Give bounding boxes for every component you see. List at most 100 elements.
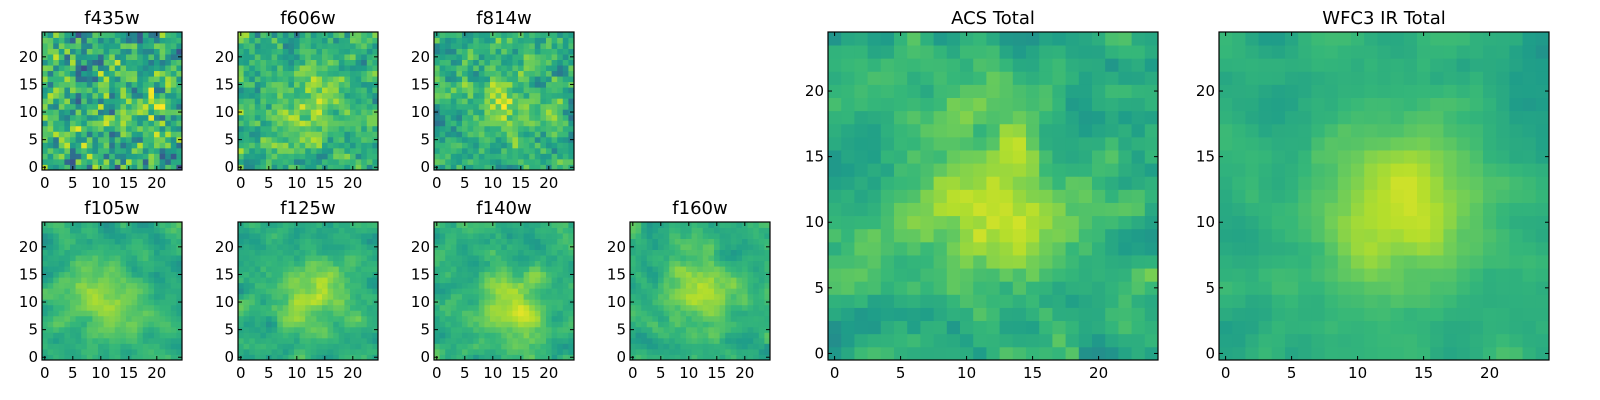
heatmap-cell	[439, 315, 446, 322]
heatmap-cell	[501, 227, 508, 234]
heatmap-cell	[1118, 333, 1132, 348]
heatmap-cell	[546, 147, 552, 154]
heatmap-cell	[467, 103, 474, 110]
heatmap-cell	[98, 348, 104, 355]
heatmap-cell	[260, 227, 267, 234]
heatmap-cell	[350, 282, 356, 289]
heatmap-cell	[98, 114, 104, 121]
heatmap-cell	[534, 164, 541, 171]
heatmap-cell	[658, 271, 664, 278]
heatmap-cell	[282, 120, 289, 127]
heatmap-cell	[697, 255, 704, 262]
heatmap-cell	[42, 266, 48, 273]
heatmap-cell	[630, 288, 636, 295]
heatmap-cell	[114, 244, 121, 250]
heatmap-cell	[540, 59, 547, 66]
heatmap-cell	[75, 153, 82, 160]
heatmap-cell	[53, 158, 60, 165]
heatmap-cell	[47, 310, 54, 317]
heatmap-cell	[686, 238, 692, 245]
heatmap-cell	[445, 244, 452, 250]
heatmap-cell	[271, 43, 278, 49]
heatmap-cell	[450, 354, 457, 361]
heatmap-cell	[445, 321, 452, 328]
heatmap-cell	[828, 333, 842, 348]
heatmap-cell	[254, 321, 261, 328]
heatmap-cell	[350, 92, 356, 99]
heatmap-cell	[973, 215, 987, 230]
heatmap-cell	[434, 125, 440, 132]
heatmap-cell	[299, 321, 306, 328]
heatmap-cell	[238, 92, 244, 99]
heatmap-cell	[478, 92, 485, 99]
x-tick-label: 0	[432, 174, 442, 192]
heatmap-cell	[350, 158, 356, 165]
heatmap-cell	[546, 158, 552, 165]
heatmap-cell	[478, 255, 485, 262]
heatmap-cell	[495, 343, 502, 350]
heatmap-cell	[271, 354, 278, 361]
heatmap-cell	[546, 348, 552, 355]
heatmap-cell	[523, 48, 530, 55]
heatmap-cell	[747, 244, 754, 250]
heatmap-cell	[501, 147, 508, 154]
heatmap-cell	[294, 321, 300, 328]
heatmap-cell	[344, 65, 351, 72]
heatmap-cell	[562, 277, 569, 284]
heatmap-cell	[305, 142, 312, 149]
heatmap-cell	[159, 293, 166, 300]
heatmap-cell	[635, 293, 642, 300]
heatmap-cell	[546, 321, 552, 328]
heatmap-cell	[501, 321, 508, 328]
heatmap-cell	[159, 158, 166, 165]
heatmap-cell	[986, 163, 1000, 177]
heatmap-cell	[473, 76, 480, 83]
heatmap-cell	[523, 32, 530, 38]
heatmap-cell	[64, 282, 71, 289]
heatmap-cell	[103, 120, 110, 127]
heatmap-cell	[361, 326, 368, 333]
heatmap-cell	[305, 310, 312, 317]
heatmap-cell	[305, 147, 312, 154]
heatmap-cell	[753, 233, 760, 239]
heatmap-cell	[478, 277, 485, 284]
heatmap-cell	[305, 125, 312, 132]
heatmap-cell	[674, 326, 681, 333]
heatmap-cell	[686, 288, 692, 295]
heatmap-cell	[131, 282, 138, 289]
heatmap-cell	[708, 299, 715, 306]
heatmap-cell	[58, 227, 65, 234]
heatmap-cell	[960, 228, 974, 243]
heatmap-cell	[260, 136, 267, 143]
heatmap-cell	[434, 153, 440, 160]
heatmap-cell	[758, 288, 765, 295]
heatmap-cell	[546, 310, 552, 317]
heatmap-cell	[946, 333, 961, 348]
heatmap-cell	[355, 288, 362, 295]
heatmap-cell	[467, 164, 474, 171]
heatmap-cell	[355, 282, 362, 289]
heatmap-cell	[540, 147, 547, 154]
heatmap-cell	[764, 260, 771, 267]
heatmap-cell	[880, 163, 895, 177]
heatmap-cell	[282, 147, 289, 154]
heatmap-cell	[316, 76, 323, 83]
heatmap-cell	[81, 158, 88, 165]
heatmap-cell	[730, 310, 737, 317]
heatmap-cell	[109, 310, 116, 317]
heatmap-cell	[506, 32, 513, 38]
heatmap-cell	[501, 125, 508, 132]
heatmap-cell	[299, 310, 306, 317]
heatmap-cell	[64, 326, 71, 333]
heatmap-cell	[165, 32, 172, 38]
x-tick-label: 10	[679, 364, 698, 382]
heatmap-cell	[64, 87, 71, 94]
heatmap-cell	[986, 255, 1000, 269]
heatmap-cell	[828, 346, 842, 361]
heatmap-cell	[98, 304, 104, 311]
x-tick-label: 10	[91, 174, 110, 192]
heatmap-cell	[557, 326, 564, 333]
heatmap-cell	[86, 43, 93, 49]
heatmap-cell	[366, 92, 373, 99]
heatmap-cell	[170, 310, 177, 317]
